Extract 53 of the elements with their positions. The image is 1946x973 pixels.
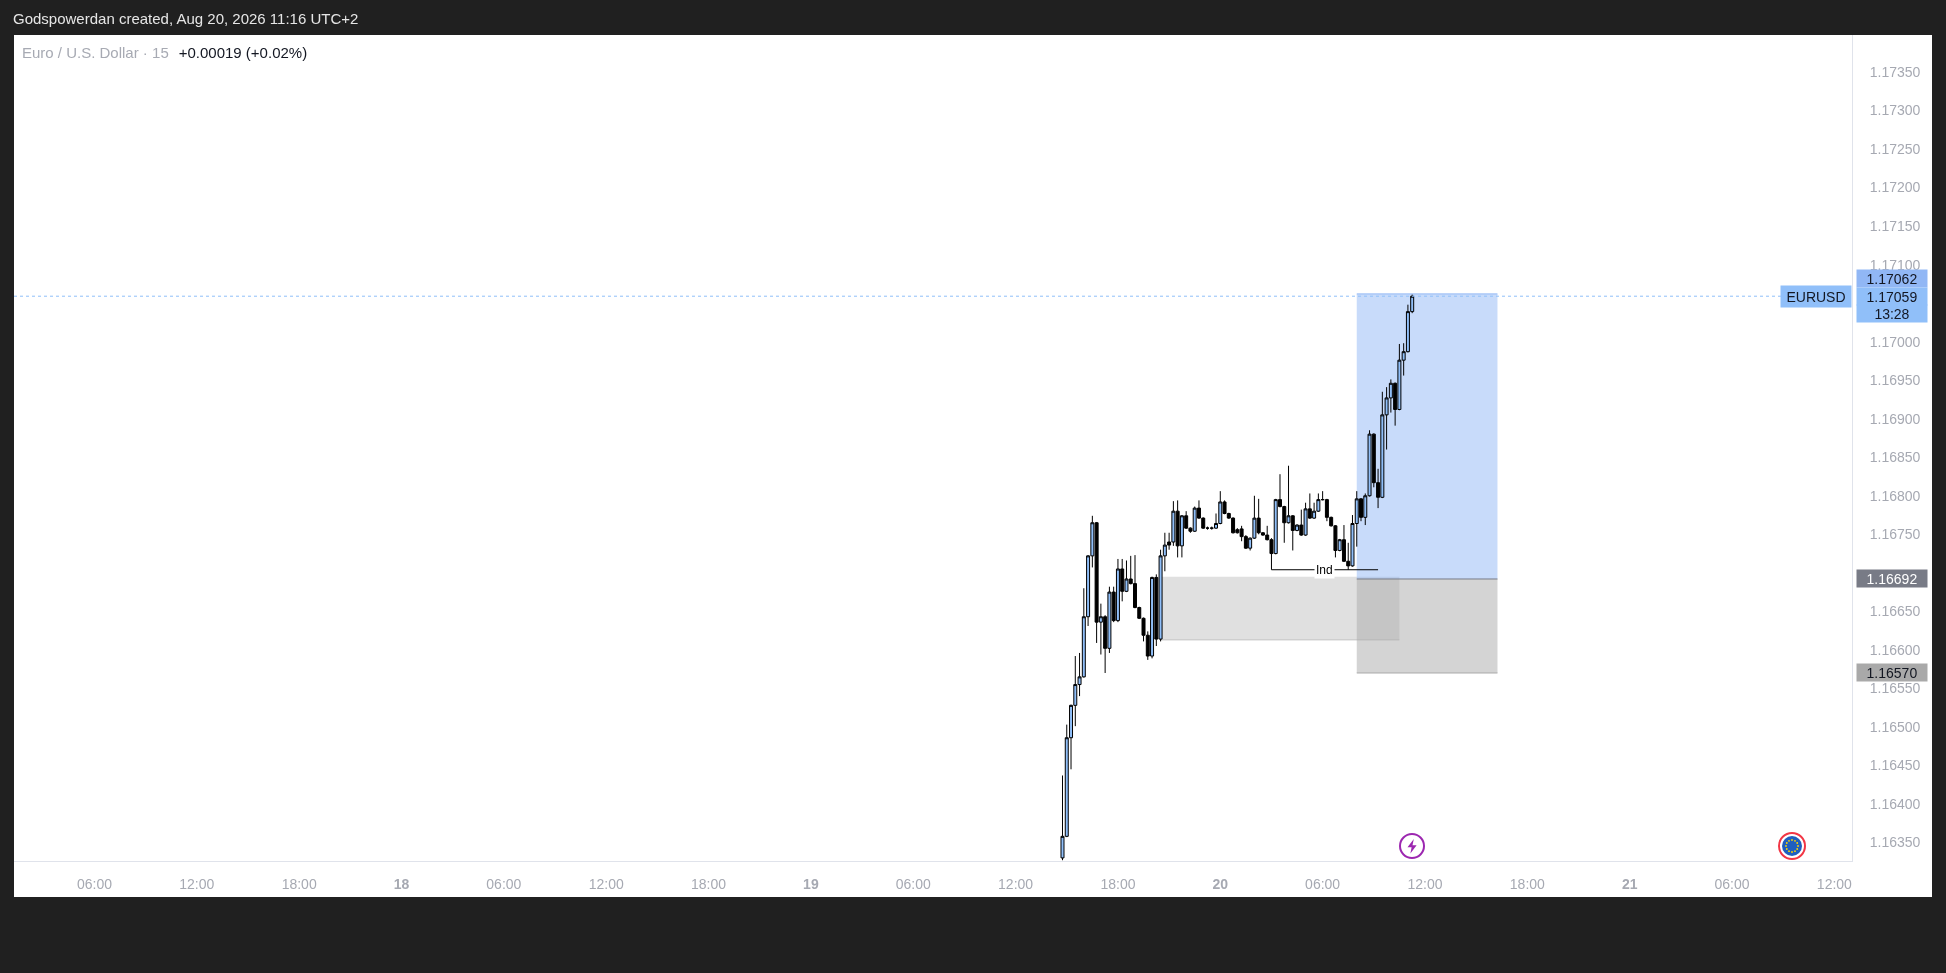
x-tick-label: 18 — [393, 875, 410, 892]
x-tick-label: 12:00 — [179, 875, 215, 892]
candlestick — [1150, 576, 1155, 659]
x-tick-label: 06:00 — [486, 875, 522, 892]
x-tick-label: 06:00 — [895, 875, 931, 892]
y-tick-label: 1.17150 — [1869, 217, 1921, 234]
x-tick-label: 18:00 — [691, 875, 727, 892]
candlestick — [1115, 558, 1120, 623]
x-tick-label: 06:00 — [76, 875, 113, 892]
x-tick-label: 12:00 — [588, 875, 624, 892]
y-tick-label: 1.16850 — [1869, 449, 1921, 466]
y-tick-label: 1.16950 — [1869, 372, 1921, 389]
y-tick-label: 1.16800 — [1869, 487, 1921, 504]
y-tick-label: 1.17100 — [1869, 256, 1921, 273]
ref-line-label: EURUSD — [1786, 288, 1846, 305]
series-label: Ind — [1316, 563, 1333, 577]
y-tick-label: 1.16350 — [1869, 834, 1921, 851]
candlestick — [1175, 499, 1180, 558]
y-tick-label: 1.17250 — [1869, 140, 1921, 157]
y-tick-label: 1.16650 — [1869, 603, 1921, 620]
x-tick-label: 21 — [1621, 875, 1638, 892]
y-tick-label: 1.17200 — [1869, 179, 1921, 196]
y-tick-label: 1.16600 — [1869, 641, 1921, 658]
y-tick-label: 1.16500 — [1869, 718, 1921, 735]
text: 1.17059 — [1866, 288, 1918, 305]
candlestick — [1218, 490, 1223, 525]
y-tick-label: 1.17000 — [1869, 333, 1921, 350]
annotation: +0.00019 (+0.02%) — [178, 44, 308, 61]
x-tick-label: 06:00 — [1714, 875, 1750, 892]
text: 1.17062 — [1866, 270, 1918, 287]
text: Euro / U.S. Dollar · 15 — [22, 44, 169, 61]
text: 13:28 — [1874, 305, 1910, 322]
y-tick-label: 1.16400 — [1869, 795, 1921, 812]
x-tick-label: 18:00 — [281, 875, 317, 892]
x-tick-label: 06:00 — [1305, 875, 1341, 892]
candlestick — [1231, 516, 1236, 535]
x-tick-label: 18:00 — [1100, 875, 1136, 892]
x-tick-label: 12:00 — [1816, 875, 1853, 892]
y-tick-label: 1.17300 — [1869, 102, 1921, 119]
x-tick-label: 20 — [1212, 875, 1229, 892]
x-tick-label: 12:00 — [1407, 875, 1443, 892]
y-tick-label: 1.16750 — [1869, 526, 1921, 543]
x-tick-label: 19 — [803, 875, 819, 892]
text: 1.16692 — [1866, 570, 1918, 587]
x-tick-label: 12:00 — [998, 875, 1034, 892]
y-tick-label: 1.17350 — [1869, 63, 1921, 80]
text: 1.16570 — [1866, 664, 1918, 681]
y-tick-label: 1.16900 — [1869, 410, 1921, 427]
candlestick — [1256, 498, 1261, 535]
text: Godspowerdan created, Aug 20, 2026 11:16 UTC+2 — [13, 10, 359, 28]
y-tick-label: 1.16550 — [1869, 680, 1921, 697]
y-tick-label: 1.16450 — [1869, 757, 1921, 774]
x-tick-label: 18:00 — [1509, 875, 1546, 892]
